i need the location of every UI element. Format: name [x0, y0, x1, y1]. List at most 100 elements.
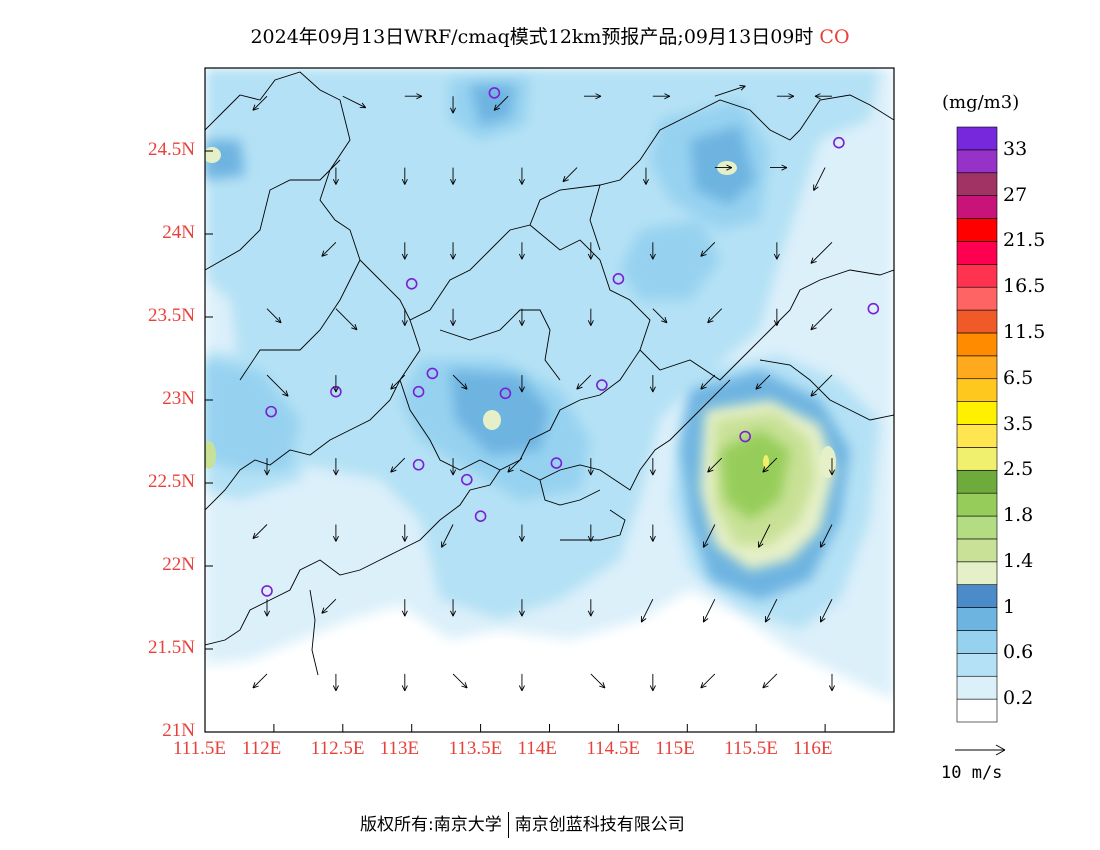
wind-arrow	[266, 374, 289, 397]
wind-arrow	[700, 374, 716, 390]
station-marker	[474, 510, 487, 523]
lat-tick-label: 23.5N	[148, 305, 195, 326]
wind-arrow	[332, 375, 339, 393]
wind-arrow	[700, 241, 716, 257]
wind-arrow	[576, 374, 592, 390]
wind-arrow	[587, 242, 594, 260]
wind-arrow	[401, 167, 408, 185]
wind-arrow	[652, 93, 671, 100]
colorbar-swatch	[956, 264, 998, 288]
wind-arrow	[769, 164, 788, 171]
title-text: 2024年09月13日WRF/cmaq模式12km预报产品;09月13日09时	[250, 26, 814, 48]
wind-arrow	[518, 242, 525, 260]
wind-arrow	[810, 241, 833, 264]
station-marker	[412, 458, 425, 471]
wind-arrow	[707, 308, 723, 324]
wind-arrow	[493, 95, 509, 111]
wind-arrow	[450, 242, 457, 260]
colorbar-swatch	[956, 584, 998, 608]
wind-arrow	[332, 167, 339, 185]
wind-arrow	[762, 457, 778, 473]
wind-arrow	[820, 598, 833, 623]
station-marker	[405, 277, 418, 290]
station-marker	[265, 405, 277, 418]
field-level-1.0-c	[450, 370, 550, 455]
wind-arrow	[450, 458, 457, 476]
lon-tick-label: 115.5E	[724, 738, 778, 759]
wind-arrow	[252, 524, 268, 539]
wind-arrow	[342, 95, 367, 109]
wind-arrow	[441, 524, 454, 548]
wind-arrow	[263, 599, 271, 617]
lon-tick-label: 114.5E	[586, 738, 641, 759]
colorbar-label: 6.5	[1003, 366, 1034, 389]
map-title: 2024年09月13日WRF/cmaq模式12km预报产品;09月13日09时 …	[0, 22, 1100, 49]
wind-arrow	[640, 598, 654, 623]
wind-arrow	[401, 673, 408, 692]
wind-arrow	[518, 524, 525, 542]
wind-arrow	[828, 673, 836, 692]
wind-arrow	[401, 524, 408, 542]
wind-arrow	[813, 167, 826, 191]
colorbar-unit: (mg/m3)	[942, 92, 1020, 113]
wind-arrow	[649, 458, 656, 476]
colorbar-swatch	[956, 447, 998, 471]
wind-arrow	[321, 598, 337, 614]
wind-reference-arrow	[955, 744, 1006, 756]
field-level-0.6-sw	[205, 360, 300, 470]
wind-arrow	[390, 457, 406, 473]
wind-arrow	[702, 524, 716, 548]
colorbar-label: 11.5	[1003, 320, 1046, 343]
colorbar-swatch	[956, 218, 998, 242]
colorbar-label: 0.2	[1003, 687, 1034, 710]
lon-tick-label: 116E	[793, 738, 833, 759]
wind-arrow	[452, 673, 468, 689]
colorbar-swatch	[956, 698, 998, 723]
wind-arrow	[755, 374, 771, 390]
colorbar-label: 33	[1003, 137, 1028, 160]
lon-tick-label: 112.5E	[310, 738, 365, 759]
station-marker	[867, 302, 880, 315]
colorbar-swatch	[956, 309, 998, 334]
wind-arrow	[252, 95, 268, 111]
colorbar-label: 16.5	[1003, 275, 1046, 298]
colorbar-swatch	[956, 401, 998, 425]
wind-arrow	[590, 673, 606, 689]
wind-arrow	[450, 96, 457, 114]
wind-arrow	[583, 93, 602, 100]
wind-arrow	[266, 308, 282, 324]
wind-arrow	[649, 242, 656, 260]
lon-tick-label: 113E	[379, 738, 420, 759]
wind-arrow	[776, 93, 795, 100]
colorbar-swatch	[956, 424, 998, 448]
colorbar-swatch	[956, 607, 998, 631]
copyright-right: 南京创蓝科技有限公司	[514, 815, 685, 835]
wind-arrow	[518, 673, 525, 692]
colorbar-swatch	[956, 515, 998, 540]
lon-tick-label: 111.5E	[173, 738, 226, 759]
colorbar-swatch	[956, 149, 998, 174]
colorbar-label: 21.5	[1003, 229, 1046, 252]
wind-arrow	[652, 308, 668, 324]
footer-separator	[507, 812, 509, 838]
station-marker	[426, 367, 439, 380]
colorbar	[956, 126, 998, 723]
wind-arrow	[814, 93, 832, 100]
wind-arrow	[649, 673, 656, 692]
wind-arrow	[252, 673, 268, 689]
station-marker	[739, 430, 751, 443]
station-marker	[596, 379, 608, 391]
wind-arrow	[518, 308, 525, 326]
wind-arrow	[764, 598, 778, 623]
pollutant-label: CO	[819, 26, 850, 48]
colorbar-swatch	[956, 469, 998, 494]
colorbar-swatch	[956, 630, 998, 654]
colorbar-swatch	[956, 492, 998, 517]
wind-arrow	[452, 374, 468, 390]
wind-arrow	[714, 84, 746, 97]
colorbar-swatch	[956, 241, 998, 265]
field-spot-west-low	[205, 441, 216, 469]
colorbar-swatch	[956, 286, 998, 311]
colorbar-swatch	[956, 355, 998, 380]
lat-tick-label: 22.5N	[148, 471, 195, 492]
